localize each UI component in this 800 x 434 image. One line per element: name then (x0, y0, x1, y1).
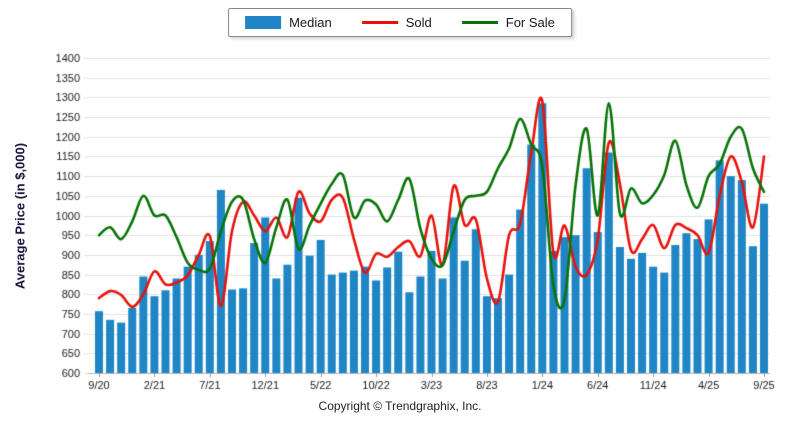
legend-label-sold: Sold (405, 15, 432, 30)
legend-label-median: Median (289, 15, 332, 30)
y-axis-title: Average Price (in $,000) (12, 142, 28, 290)
for-sale-line-swatch-icon (461, 21, 498, 24)
median-bar-swatch-icon (245, 16, 282, 29)
copyright-text: Copyright © Trendgraphix, Inc. (318, 399, 482, 413)
legend: Median Sold For Sale (228, 8, 572, 37)
legend-item-sold: Sold (361, 15, 432, 30)
sold-line-swatch-icon (361, 21, 398, 24)
legend-item-median: Median (245, 15, 332, 30)
legend-item-forsale: For Sale (461, 15, 555, 30)
legend-label-forsale: For Sale (505, 15, 555, 30)
